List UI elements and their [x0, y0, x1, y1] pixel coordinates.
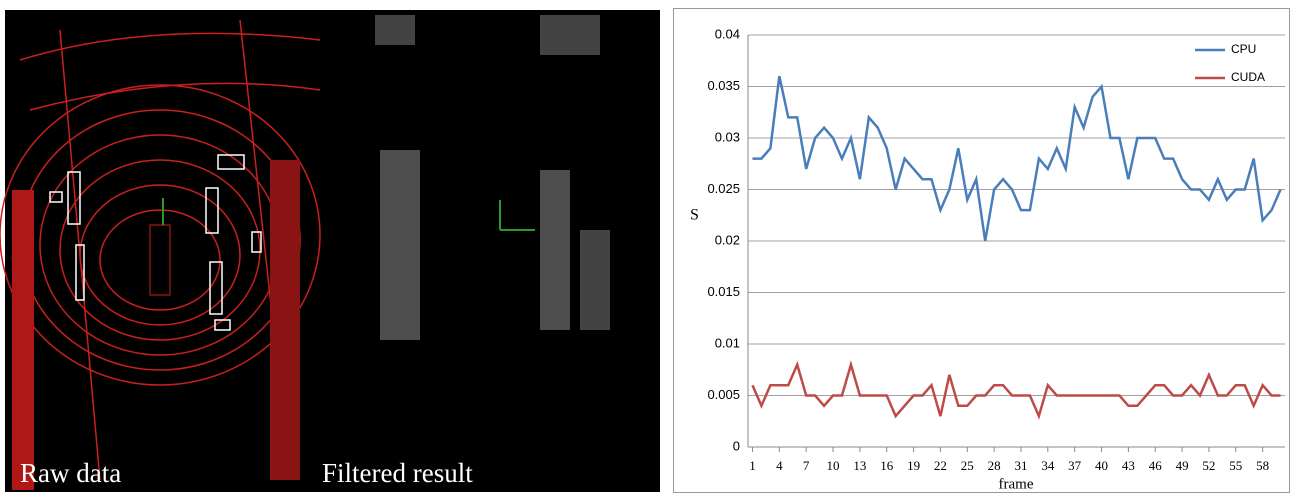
x-tick-label: 28 [988, 458, 1001, 473]
x-tick-label: 13 [853, 458, 866, 473]
y-tick-label: 0.005 [707, 387, 740, 402]
y-tick-label: 0.02 [715, 232, 740, 247]
x-tick-label: 55 [1229, 458, 1242, 473]
legend-label: CUDA [1231, 70, 1265, 84]
x-tick-label: 22 [934, 458, 947, 473]
x-tick-label: 34 [1041, 458, 1055, 473]
vehicle [150, 225, 170, 295]
x-tick-label: 49 [1176, 458, 1189, 473]
x-axis-label: frame [999, 476, 1034, 492]
y-tick-label: 0.04 [715, 26, 740, 41]
y-tick-label: 0.01 [715, 335, 740, 350]
point-cloud-image: Raw data Filtered result [0, 10, 660, 492]
x-tick-label: 25 [961, 458, 974, 473]
figure: Raw data Filtered result S frame 0 0.005 0… [0, 0, 1294, 495]
x-tick-label: 16 [880, 458, 894, 473]
x-tick-label: 10 [827, 458, 840, 473]
chart-frame [674, 9, 1290, 493]
x-tick-label: 46 [1149, 458, 1163, 473]
x-tick-label: 58 [1256, 458, 1269, 473]
image-caption: Filtered result [322, 458, 473, 488]
raw-wall [12, 190, 34, 490]
x-tick-label: 4 [776, 458, 783, 473]
x-tick-label: 40 [1095, 458, 1108, 473]
y-tick-label: 0.025 [707, 181, 740, 196]
x-tick-label: 37 [1068, 458, 1082, 473]
page: Raw data Filtered result S frame 0 0.005 0… [0, 0, 1294, 500]
x-tick-label: 31 [1014, 458, 1027, 473]
raw-wall [270, 160, 300, 480]
x-tick-label: 1 [749, 458, 756, 473]
x-tick-label: 43 [1122, 458, 1135, 473]
x-tick-label: 19 [907, 458, 920, 473]
legend-label: CPU [1231, 42, 1256, 56]
x-tick-label: 7 [803, 458, 810, 473]
y-tick-label: 0.03 [715, 129, 740, 144]
y-tick-label: 0.035 [707, 78, 740, 93]
y-tick-label: 0 [733, 438, 740, 453]
x-tick-label: 52 [1202, 458, 1215, 473]
image-caption: Raw data [20, 458, 121, 488]
y-axis-label: S [690, 207, 699, 224]
y-tick-label: 0.015 [707, 284, 740, 299]
